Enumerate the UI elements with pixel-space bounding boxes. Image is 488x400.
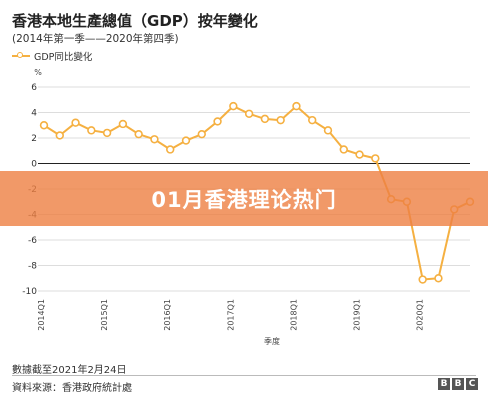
y-tick-label: 0 [31, 160, 37, 170]
data-point [418, 275, 427, 284]
data-point [323, 126, 333, 135]
data-point [102, 128, 112, 138]
data-point [197, 129, 206, 139]
data-point [371, 154, 380, 163]
data-point [292, 101, 301, 111]
chart-legend: GDP同比變化 [12, 49, 92, 63]
x-tick-label: 2019Q1 [353, 299, 362, 331]
data-point [55, 131, 64, 140]
data-point [339, 145, 348, 154]
data-point [276, 115, 285, 125]
legend-label: GDP同比變化 [34, 52, 93, 63]
footer-divider [12, 375, 476, 376]
data-point [213, 117, 222, 126]
x-tick-label: 2014Q1 [37, 299, 46, 331]
legend-line-swatch-icon [12, 51, 30, 61]
data-point [71, 118, 80, 127]
data-point [87, 126, 96, 135]
data-point [134, 129, 143, 139]
x-tick-label: 2020Q1 [416, 299, 425, 331]
data-point [355, 150, 364, 159]
logo-letter: B [452, 378, 464, 390]
y-tick-label: -10 [22, 287, 37, 297]
logo-letter: C [466, 378, 478, 390]
data-point [39, 121, 49, 130]
x-tick-label: 2015Q1 [100, 299, 109, 331]
y-tick-label: -6 [28, 236, 37, 246]
y-tick-label: 4 [31, 109, 37, 119]
data-point [118, 119, 128, 129]
data-point [181, 136, 191, 145]
data-point [260, 114, 270, 124]
y-axis-unit-label: % [34, 68, 42, 77]
x-axis-label: 季度 [264, 336, 280, 346]
data-source: 資料來源：香港政府統計處 [12, 383, 132, 394]
data-point [150, 135, 159, 144]
bbc-logo: B B C [438, 378, 478, 390]
data-point [229, 101, 238, 111]
chart-subtitle: (2014年第一季——2020年第四季) [12, 33, 179, 45]
data-point [166, 145, 175, 154]
y-tick-label: 2 [31, 134, 37, 144]
overlay-banner[interactable]: 01月香港理论热门 [0, 171, 488, 226]
banner-text: 01月香港理论热门 [151, 187, 337, 212]
x-tick-label: 2018Q1 [289, 299, 298, 331]
logo-letter: B [438, 378, 450, 390]
chart-title: 香港本地生產總值（GDP）按年變化 [12, 12, 258, 30]
y-tick-label: -8 [28, 262, 37, 272]
y-tick-label: 6 [31, 83, 37, 93]
x-tick-label: 2016Q1 [163, 299, 172, 331]
data-point [308, 115, 317, 125]
x-tick-label: 2017Q1 [226, 299, 235, 331]
data-point [244, 109, 254, 118]
data-date-note: 數據截至2021年2月24日 [12, 365, 127, 376]
data-point [434, 274, 443, 283]
